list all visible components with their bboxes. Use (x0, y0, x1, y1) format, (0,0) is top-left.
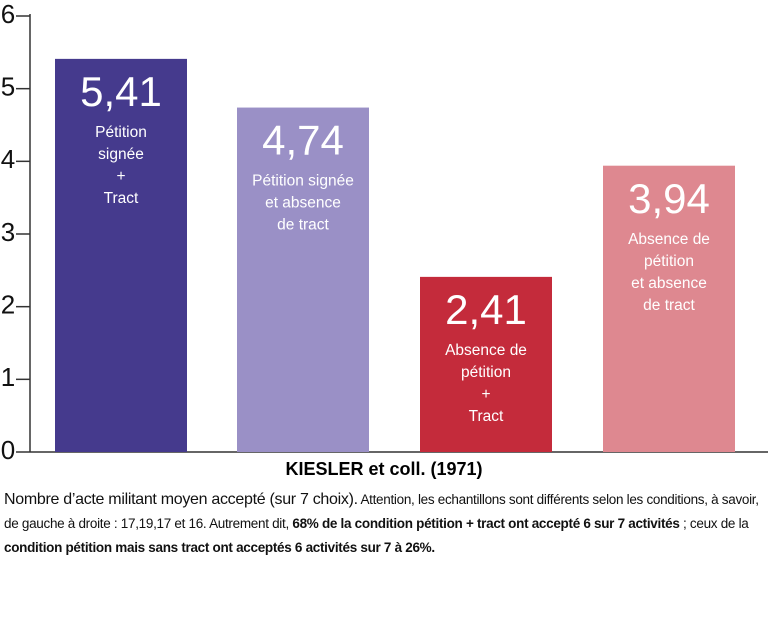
bar-label: de tract (277, 217, 329, 234)
bar (237, 107, 369, 452)
bar (603, 165, 735, 452)
bar-label: Pétition (95, 124, 147, 141)
bar-label: Tract (469, 408, 504, 425)
y-tick-label: 0 (1, 435, 15, 465)
caption-text: Nombre d’acte militant moyen accepté (su… (4, 491, 358, 508)
y-tick-label: 5 (1, 72, 15, 102)
bar-label: pétition (461, 364, 511, 381)
bar-label: Tract (104, 190, 139, 207)
bar-label: + (116, 168, 125, 185)
bar-label: et absence (631, 275, 707, 292)
value-label: 2,41 (445, 286, 527, 333)
bar-label: signée (98, 146, 144, 163)
caption-text: 68% de la condition pétition + tract ont… (292, 516, 680, 531)
bar-label: de tract (643, 297, 695, 314)
y-tick-label: 4 (1, 144, 15, 174)
bar (420, 276, 552, 452)
value-label: 4,74 (262, 117, 344, 164)
bar-label: + (481, 386, 490, 403)
y-tick-label: 6 (1, 0, 15, 29)
bar-label: Absence de (628, 231, 710, 248)
caption-text: Attention, les echantillons sont différe… (4, 492, 759, 531)
caption-text: ; ceux de la (679, 516, 749, 531)
chart: KIESLER et coll. (1971) 0 1 2 3 4 5 6 5,41 Pétit… (1, 0, 768, 479)
value-label: 5,41 (80, 68, 162, 115)
bar-label: et absence (265, 195, 341, 212)
y-tick-label: 2 (1, 290, 15, 320)
y-tick-label: 3 (1, 217, 15, 247)
x-axis-label: KIESLER et coll. (1971) (285, 459, 482, 479)
bar (55, 58, 187, 453)
caption-text: condition pétition mais sans tract ont a… (4, 540, 435, 555)
bar-label: pétition (644, 253, 694, 270)
value-label: 3,94 (628, 175, 710, 222)
y-tick-label: 1 (1, 362, 15, 392)
bar-label: Absence de (445, 342, 527, 359)
caption: Nombre d’acte militant moyen accepté (su… (4, 488, 764, 560)
bar-label: Pétition signée (252, 173, 354, 190)
